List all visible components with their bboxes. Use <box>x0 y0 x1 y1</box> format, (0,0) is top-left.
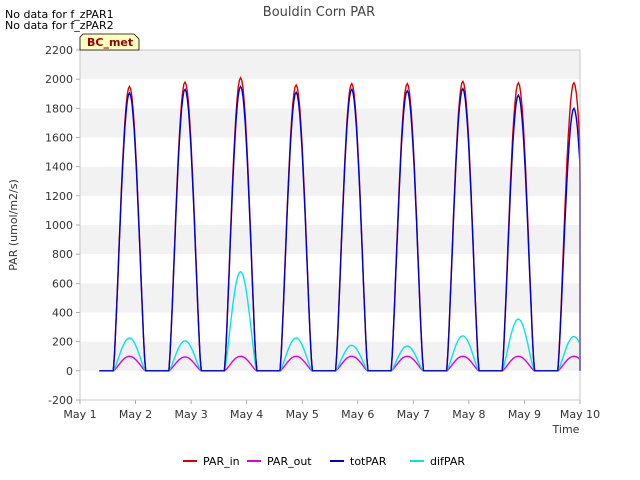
grid-band <box>80 50 580 80</box>
y-tick-label: -200 <box>48 394 73 407</box>
grid-band <box>80 283 580 313</box>
x-tick-label: May 2 <box>119 408 152 421</box>
grid-band <box>80 137 580 167</box>
no-data-note-2: No data for f_zPAR2 <box>5 19 114 32</box>
y-tick-label: 1000 <box>45 219 73 232</box>
grid-band <box>80 370 580 400</box>
legend-label-PAR_in: PAR_in <box>203 455 240 468</box>
y-tick-label: 0 <box>66 365 73 378</box>
y-tick-label: 2200 <box>45 44 73 57</box>
legend-label-PAR_out: PAR_out <box>267 455 312 468</box>
grid-band <box>80 166 580 196</box>
series-line-totPAR <box>99 84 581 372</box>
y-axis-title: PAR (umol/m2/s) <box>7 179 20 271</box>
y-tick-label: 1400 <box>45 161 73 174</box>
series-line-difPAR <box>99 270 581 372</box>
grid-band <box>80 195 580 225</box>
plot-frame <box>79 49 581 401</box>
grid-band <box>80 312 580 342</box>
series-layer <box>99 76 581 372</box>
site-tag-box: BC_met <box>79 33 140 51</box>
chart-title: Bouldin Corn PAR <box>263 5 375 20</box>
legend-label-difPAR: difPAR <box>430 455 465 468</box>
x-tick-label: May 10 <box>560 408 600 421</box>
y-tick-label: 600 <box>52 277 73 290</box>
x-tick-label: May 6 <box>341 408 374 421</box>
series-line-PAR_out <box>99 355 581 372</box>
x-tick-label: May 4 <box>230 408 263 421</box>
y-tick-label: 200 <box>52 336 73 349</box>
x-axis-title: Time <box>552 423 580 436</box>
grid-bands <box>80 50 580 400</box>
x-tick-label: May 9 <box>508 408 541 421</box>
x-tick-label: May 3 <box>174 408 207 421</box>
y-tick-label: 800 <box>52 248 73 261</box>
grid-band <box>80 341 580 371</box>
x-tick-label: May 8 <box>452 408 485 421</box>
y-tick-label: 400 <box>52 307 73 320</box>
grid-band <box>80 108 580 138</box>
y-tick-label: 1800 <box>45 102 73 115</box>
y-axis: -200 0 200 400 600 800 1000 1200 1400 1600 1800 200… <box>45 44 80 407</box>
grid-band <box>80 254 580 284</box>
y-tick-label: 2000 <box>45 73 73 86</box>
y-tick-label: 1200 <box>45 190 73 203</box>
legend-label-totPAR: totPAR <box>350 455 387 468</box>
grid-band <box>80 79 580 109</box>
x-tick-label: May 5 <box>286 408 319 421</box>
no-data-note-1: No data for f_zPAR1 <box>5 8 114 21</box>
x-tick-label: May 1 <box>63 408 96 421</box>
x-axis: May 1 May 2 May 3 May 4 May 5 May 6 May 7 May 8… <box>63 400 600 421</box>
x-tick-label: May 7 <box>397 408 430 421</box>
legend: PAR_in PAR_out totPAR difPAR <box>183 455 465 468</box>
y-tick-label: 1600 <box>45 132 73 145</box>
site-tag: BC_met <box>87 36 133 49</box>
grid-band <box>80 225 580 255</box>
